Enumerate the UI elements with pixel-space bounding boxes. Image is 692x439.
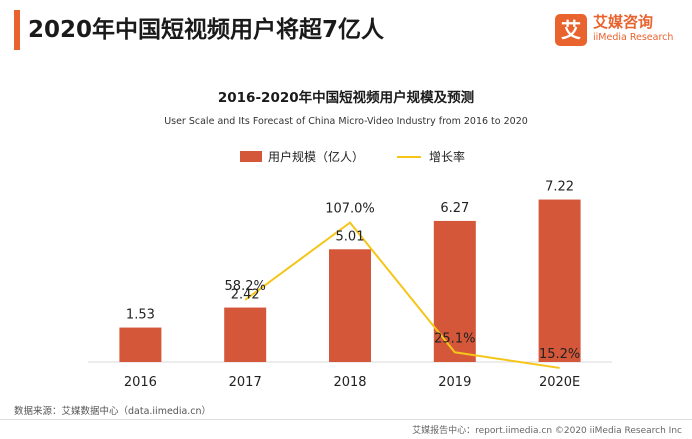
bar-2018	[329, 249, 371, 362]
footer-divider	[0, 419, 692, 420]
bar-2016	[119, 327, 162, 362]
legend-bar-label: 用户规模（亿人）	[268, 149, 364, 164]
bar-2017	[224, 307, 267, 362]
legend-bar-swatch	[240, 151, 262, 162]
chart-subtitle: User Scale and Its Forecast of China Mic…	[164, 116, 528, 127]
growth-line-series	[244, 221, 560, 369]
x-tick-2016: 2016	[124, 375, 157, 390]
bar-2020E	[538, 199, 581, 362]
growth-rate-labels: 58.2% 107.0% 25.1% 15.2%	[225, 202, 581, 362]
legend: 用户规模（亿人） 增长率	[240, 149, 465, 164]
chart-title: 2016-2020年中国短视频用户规模及预测	[218, 89, 474, 106]
title-accent-bar	[14, 10, 20, 50]
bar-2019	[433, 220, 476, 362]
growth-label-2020E: 15.2%	[539, 347, 580, 362]
brand-name-cn: 艾媒咨询	[593, 13, 654, 31]
bar-label-2017: 2.42	[231, 288, 260, 303]
x-tick-2020E: 2020E	[539, 375, 580, 390]
data-source: 数据来源：艾媒数据中心（data.iimedia.cn）	[14, 406, 212, 417]
chart: 2016-2020年中国短视频用户规模及预测 User Scale and It…	[88, 89, 612, 390]
bar-label-2020E: 7.22	[545, 180, 574, 195]
bar-label-2016: 1.53	[126, 308, 155, 323]
bar-series	[119, 199, 581, 362]
bar-value-labels: 1.53 2.42 5.01 6.27 7.22	[126, 180, 574, 323]
x-tick-2018: 2018	[333, 375, 366, 390]
bar-label-2019: 6.27	[440, 201, 469, 216]
brand-logo-icon: 艾	[555, 14, 587, 46]
footer-copyright: 艾媒报告中心：report.iimedia.cn ©2020 iiMedia R…	[412, 426, 682, 436]
brand: 艾 艾媒咨询 iiMedia Research	[555, 12, 685, 48]
growth-label-2017: 58.2%	[225, 279, 266, 294]
brand-name-en: iiMedia Research	[593, 32, 674, 43]
x-tick-2019: 2019	[438, 375, 471, 390]
x-tick-2017: 2017	[229, 375, 262, 390]
legend-line-label: 增长率	[429, 149, 465, 164]
growth-label-2018: 107.0%	[325, 202, 375, 217]
bar-label-2018: 5.01	[336, 229, 365, 244]
x-tick-labels: 2016 2017 2018 2019 2020E	[124, 375, 580, 390]
page-title: 2020年中国短视频用户将超7亿人	[28, 17, 385, 43]
growth-rate-line	[244, 221, 560, 369]
growth-label-2019: 25.1%	[434, 331, 475, 346]
